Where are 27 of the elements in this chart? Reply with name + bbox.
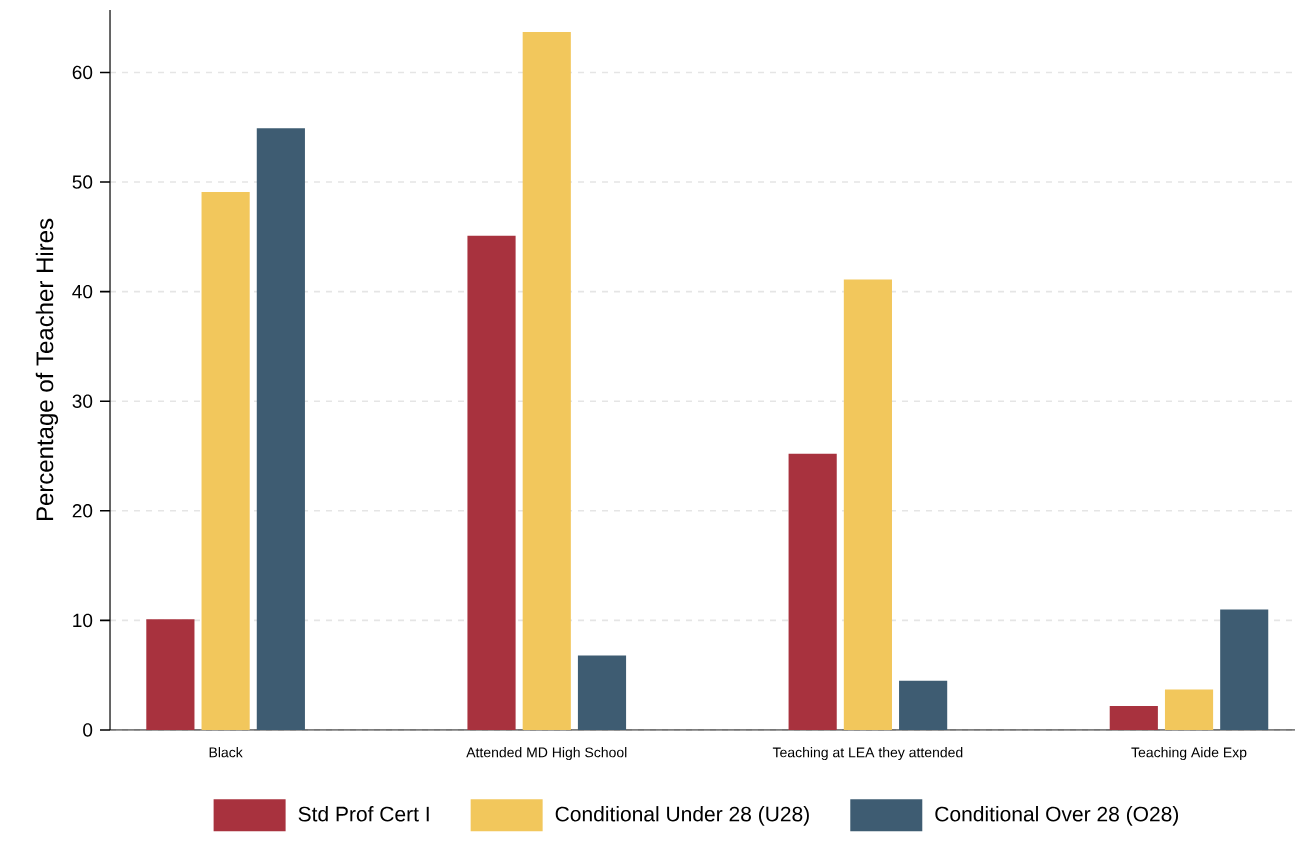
bar	[1220, 609, 1269, 730]
y-tick-label: 40	[72, 284, 93, 299]
bar	[1109, 705, 1158, 730]
y-tick-label: 60	[72, 65, 93, 80]
y-axis-title: Percentage of Teacher Hires	[35, 218, 59, 521]
y-tick-label: 0	[83, 723, 93, 737]
bar	[1164, 689, 1214, 730]
x-tick-label: Attended MD High School	[466, 747, 627, 761]
bar	[899, 680, 948, 730]
bar	[522, 31, 571, 730]
bar	[256, 128, 305, 730]
legend-label: Conditional Under 28 (U28)	[555, 806, 809, 826]
y-tick-label: 50	[72, 175, 93, 189]
y-tick-label: 20	[72, 504, 93, 518]
x-tick-label: Teaching Aide Exp	[1131, 747, 1247, 761]
bar	[201, 191, 250, 730]
x-tick-label: Black	[209, 747, 243, 758]
bar	[843, 279, 892, 730]
x-tick-label: Teaching at LEA they attended	[772, 747, 963, 761]
bar	[467, 235, 516, 730]
y-tick-label: 30	[72, 394, 93, 408]
y-tick-label: 10	[73, 613, 93, 628]
bar	[146, 619, 195, 730]
bar	[577, 655, 627, 730]
legend-label: Conditional Over 28 (O28)	[935, 806, 1179, 826]
bar	[788, 453, 837, 730]
legend-label: Std Prof Cert I	[298, 806, 429, 822]
